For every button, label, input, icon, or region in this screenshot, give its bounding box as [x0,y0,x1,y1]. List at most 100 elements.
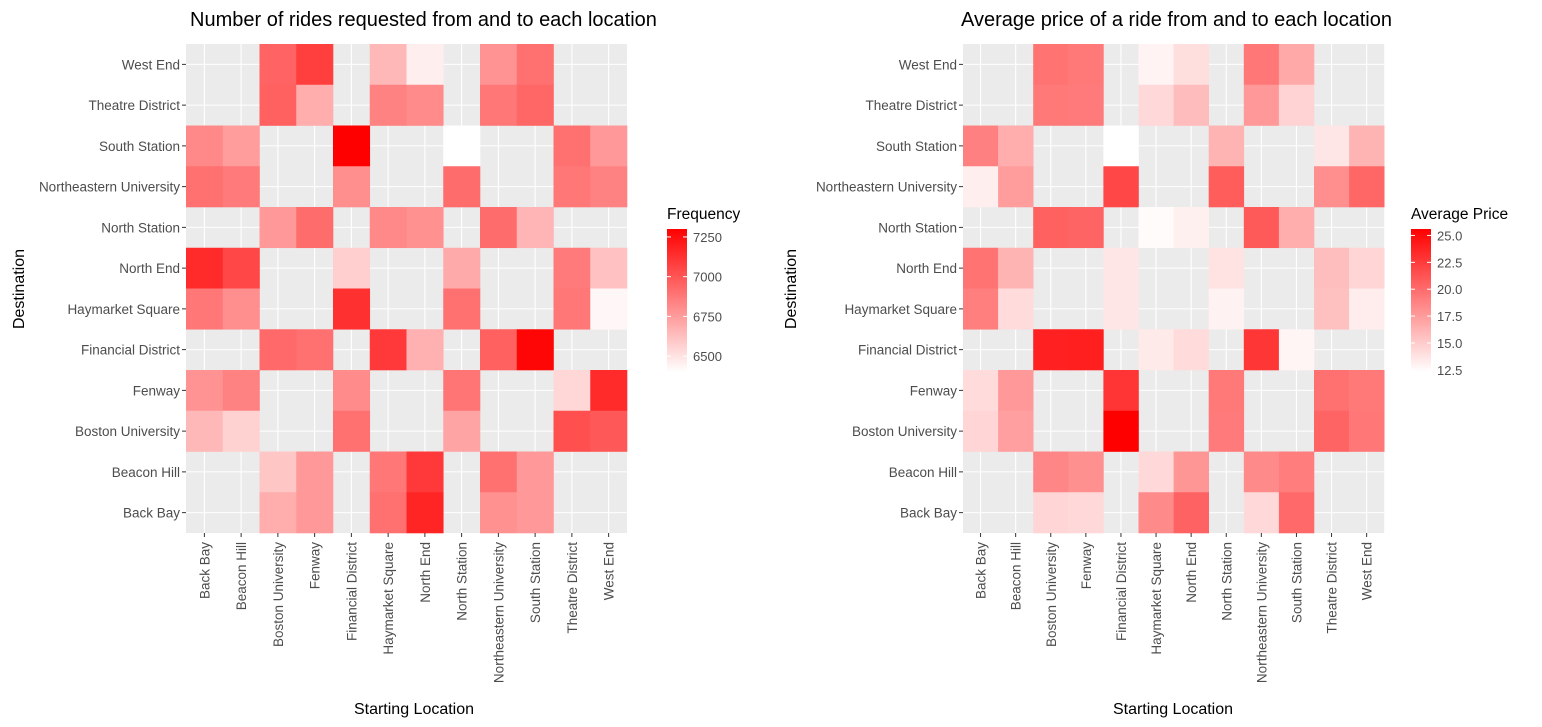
heatmap-cell [296,492,334,534]
heatmap-cell [1173,329,1209,371]
heatmap-cell [480,451,518,493]
x-tick-label: Beacon Hill [1009,542,1024,610]
heatmap-cell [296,207,334,249]
heatmap-cell [1033,84,1069,126]
heatmap-cell [963,247,999,289]
y-tick-label: North Station [101,220,180,235]
heatmap-cell [553,166,591,208]
x-tick-label: Boston University [1044,542,1059,647]
y-axis-title: Destination [11,249,28,329]
heatmap-cell [1349,247,1385,289]
x-tick-label: Back Bay [197,542,212,599]
frequency-heatmap: Number of rides requested from and to ea… [11,9,740,718]
heatmap-cell [1243,44,1280,86]
heatmap-cell [296,84,334,126]
x-tick-label: Back Bay [974,542,989,599]
heatmap-cell [222,288,260,330]
heatmap-cell [516,44,554,86]
y-tick-label: West End [899,57,957,72]
y-tick-label: North End [119,261,180,276]
heatmap-cell [1103,125,1139,167]
y-tick-label: Northeastern University [39,180,180,195]
y-tick-label: West End [122,57,180,72]
heatmap-cell [333,125,371,167]
heatmap-cell [369,492,407,534]
heatmap-cell [186,370,224,412]
y-tick-label: South Station [876,139,957,154]
x-axis-title: Starting Location [354,701,474,718]
heatmap-cell [516,207,554,249]
legend-title: Average Price [1411,206,1508,223]
heatmap-cell [1138,84,1174,126]
heatmap-cell [1138,207,1174,249]
x-tick-label: Beacon Hill [234,542,249,610]
heatmap-cell [406,44,444,86]
legend-tick-label: 25.0 [1437,228,1462,243]
y-tick-label: Theatre District [88,98,180,113]
x-tick-label: North End [418,542,433,603]
x-tick-label: Theatre District [1325,542,1340,634]
heatmap-cell [369,44,407,86]
heatmap-cells [963,44,1385,534]
heatmap-cell [1314,410,1350,452]
x-tick-label: Haymarket Square [1149,542,1164,655]
heatmap-cell [1278,44,1315,86]
heatmap-cell [1349,166,1385,208]
heatmap-cell [1173,84,1209,126]
heatmap-cell [963,288,999,330]
y-tick-label: Beacon Hill [112,465,180,480]
legend-tick-label: 22.5 [1437,255,1462,270]
heatmap-cell [259,44,297,86]
heatmap-cell [1208,410,1245,452]
heatmap-cell [186,125,224,167]
x-axis-title: Starting Location [1113,701,1233,718]
heatmap-cell [1068,329,1104,371]
legend-tick-label: 17.5 [1437,309,1462,324]
legend-tick-label: 20.0 [1437,282,1462,297]
heatmap-cell [1208,125,1245,167]
heatmap-cell [369,84,407,126]
heatmap-cell [222,125,260,167]
y-tick-label: Back Bay [123,506,180,521]
y-tick-label: Beacon Hill [889,465,957,480]
heatmap-cell [1349,410,1385,452]
heatmap-cell [1103,166,1139,208]
heatmap-cell [222,370,260,412]
heatmap-cell [590,410,628,452]
heatmap-cell [480,84,518,126]
heatmap-cell [963,125,999,167]
legend-colorbar [1411,229,1431,372]
heatmap-cell [1138,451,1174,493]
heatmap-cell [553,288,591,330]
heatmap-cell [480,492,518,534]
heatmap-cell [406,492,444,534]
heatmap-cell [1314,370,1350,412]
heatmap-cell [963,166,999,208]
heatmap-cell [1208,247,1245,289]
y-tick-label: South Station [99,139,180,154]
x-tick-label: North Station [455,542,470,621]
heatmap-cell [259,451,297,493]
heatmap-cell [259,492,297,534]
y-tick-label: Haymarket Square [67,302,180,317]
x-tick-label: South Station [528,542,543,623]
heatmap-cell [1173,451,1209,493]
heatmap-cell [1243,492,1280,534]
heatmap-cell [186,247,224,289]
heatmap-cell [1033,492,1069,534]
heatmap-cell [1314,125,1350,167]
heatmap-cell [516,329,554,371]
heatmap-cell [516,492,554,534]
y-tick-label: Back Bay [900,506,957,521]
heatmap-cell [998,125,1034,167]
heatmap-cell [516,451,554,493]
heatmap-cell [1314,247,1350,289]
heatmap-cell [590,370,628,412]
heatmap-cell [1173,492,1209,534]
heatmap-cell [296,329,334,371]
heatmap-cell [443,410,481,452]
heatmap-cell [553,247,591,289]
heatmap-cell [1243,84,1280,126]
heatmap-cell [406,207,444,249]
heatmap-cell [1068,451,1104,493]
